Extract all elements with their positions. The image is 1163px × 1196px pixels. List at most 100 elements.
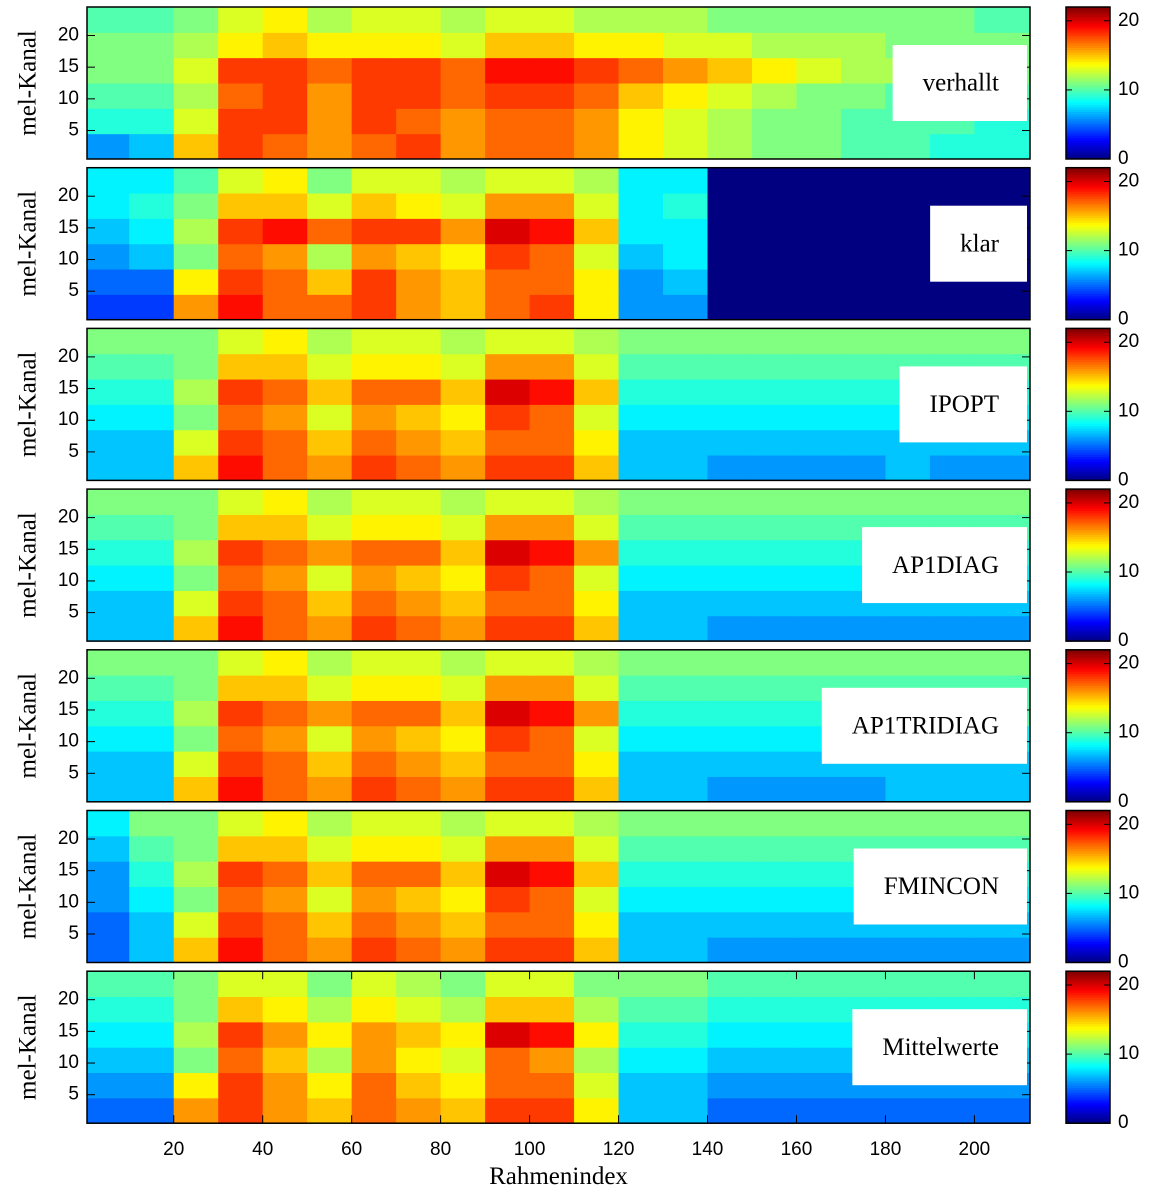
heatmap-cell xyxy=(351,83,397,109)
colorbar-step xyxy=(1066,378,1110,382)
heatmap-cell xyxy=(618,539,664,566)
heatmap-cell xyxy=(663,167,709,194)
heatmap-cell xyxy=(262,886,308,913)
heatmap-cell xyxy=(707,971,753,998)
heatmap-cell xyxy=(485,971,531,998)
heatmap-cell xyxy=(129,937,175,963)
colorbar-step xyxy=(1066,792,1110,796)
heatmap-cell xyxy=(396,108,442,135)
heatmap-cell xyxy=(751,379,797,405)
heatmap-cell xyxy=(307,1072,353,1099)
heatmap-cell xyxy=(529,294,575,321)
colorbar-step xyxy=(1066,973,1110,977)
heatmap-cell xyxy=(529,353,575,380)
heatmap-cell xyxy=(307,193,353,219)
colorbar-step xyxy=(1066,810,1110,814)
heatmap-cell xyxy=(129,455,175,481)
heatmap-cell xyxy=(307,911,353,938)
heatmap-cell xyxy=(796,1021,842,1048)
colorbar-step xyxy=(1066,94,1110,98)
heatmap-cell xyxy=(262,243,308,270)
colorbar-step xyxy=(1066,907,1110,911)
colorbar-step xyxy=(1066,1070,1110,1074)
heatmap-cell xyxy=(351,996,397,1023)
colorbar-step xyxy=(1066,879,1110,883)
y-axis-label: mel-Kanal xyxy=(15,994,42,1100)
heatmap-cell xyxy=(618,911,664,938)
heatmap-cell xyxy=(618,776,664,803)
colorbar-step xyxy=(1066,454,1110,458)
colorbar-step xyxy=(1066,555,1110,559)
heatmap-cell xyxy=(618,83,664,109)
heatmap-cell xyxy=(796,810,842,837)
heatmap-cell xyxy=(707,1021,753,1048)
heatmap-cell xyxy=(707,514,753,541)
colorbar-step xyxy=(1066,496,1110,500)
heatmap-cell xyxy=(129,1072,175,1099)
heatmap-cell xyxy=(529,725,575,752)
heatmap-cell xyxy=(87,218,130,245)
heatmap-cell xyxy=(796,489,842,515)
heatmap-cell xyxy=(129,996,175,1023)
colorbar-frame xyxy=(1065,166,1111,321)
colorbar-step xyxy=(1066,610,1110,614)
colorbar-step xyxy=(1066,177,1110,181)
heatmap-cell xyxy=(396,700,442,727)
heatmap-cell xyxy=(218,565,264,591)
colorbar-tick-label: 10 xyxy=(1118,561,1139,582)
heatmap-cell xyxy=(529,886,575,913)
heatmap-cell xyxy=(974,7,1031,33)
y-tick-label: 5 xyxy=(68,602,79,623)
colorbar-step xyxy=(1066,1042,1110,1046)
colorbar-step xyxy=(1066,685,1110,689)
heatmap-cell xyxy=(262,218,308,245)
colorbar-step xyxy=(1066,179,1110,183)
heatmap-cell xyxy=(396,675,442,701)
heatmap-cell xyxy=(396,455,442,481)
heatmap-cell xyxy=(529,404,575,431)
colorbar-step xyxy=(1066,865,1110,868)
colorbar-step xyxy=(1066,971,1110,975)
heatmap-cell xyxy=(218,751,264,777)
heatmap-cell xyxy=(796,861,842,887)
colorbar-step xyxy=(1066,90,1110,93)
colorbar-step xyxy=(1066,64,1110,67)
heatmap-cell xyxy=(618,1097,664,1124)
heatmap-cell xyxy=(618,675,664,701)
colorbar-step xyxy=(1066,948,1110,952)
heatmap-cell xyxy=(307,167,353,194)
colorbar-step xyxy=(1066,340,1110,344)
colorbar-step xyxy=(1066,418,1110,422)
heatmap-cell xyxy=(796,937,842,963)
colorbar-step xyxy=(1066,787,1110,791)
heatmap-cell xyxy=(663,776,709,803)
heatmap-cell xyxy=(262,725,308,752)
colorbar-step xyxy=(1066,872,1110,876)
heatmap-cell xyxy=(440,776,486,803)
heatmap-cell xyxy=(751,776,797,803)
colorbar-step xyxy=(1066,1028,1110,1032)
heatmap-cell xyxy=(618,810,664,837)
heatmap-cell xyxy=(351,379,397,405)
colorbar-tick-label: 10 xyxy=(1118,240,1139,261)
annotation-box xyxy=(892,45,1027,121)
heatmap-cell xyxy=(87,590,130,617)
y-tick-label: 10 xyxy=(58,570,79,591)
heatmap-cell xyxy=(440,911,486,938)
colorbar-step xyxy=(1066,694,1110,698)
colorbar-step xyxy=(1066,1104,1110,1108)
plot-frame xyxy=(86,6,1031,160)
heatmap-cell xyxy=(218,835,264,862)
heatmap-cell xyxy=(307,675,353,701)
heatmap-cell xyxy=(663,649,709,676)
heatmap-cell xyxy=(129,429,175,456)
heatmap-cell xyxy=(618,996,664,1023)
heatmap-cell xyxy=(618,7,664,33)
heatmap-cell xyxy=(840,328,886,355)
heatmap-cell xyxy=(307,700,353,727)
heatmap-cell xyxy=(663,353,709,380)
heatmap-cell xyxy=(663,615,709,642)
heatmap-cell xyxy=(796,429,842,456)
colorbar-tick-label: 10 xyxy=(1118,1043,1139,1064)
heatmap-cell xyxy=(396,83,442,109)
